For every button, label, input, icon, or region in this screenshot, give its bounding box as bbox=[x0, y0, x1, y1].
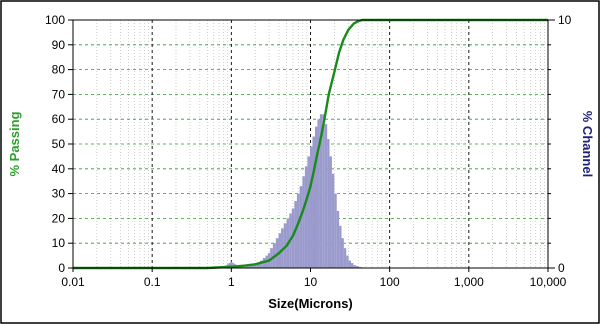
y-left-tick-label: 90 bbox=[52, 38, 66, 52]
y-left-tick-label: 40 bbox=[52, 162, 66, 176]
x-tick-label: 0.01 bbox=[61, 275, 85, 289]
channel-bar bbox=[254, 264, 257, 268]
channel-bar bbox=[246, 266, 249, 268]
channel-bar bbox=[334, 193, 337, 268]
channel-bar bbox=[299, 186, 303, 268]
channel-bar bbox=[339, 225, 342, 268]
channel-bar bbox=[317, 119, 320, 268]
channel-bar bbox=[319, 114, 323, 269]
y-left-tick-label: 100 bbox=[45, 13, 65, 27]
x-tick-label: 0.1 bbox=[144, 275, 161, 289]
grid-layer bbox=[73, 20, 548, 268]
channel-bar bbox=[331, 173, 335, 268]
channel-bar bbox=[358, 266, 361, 268]
ticks-layer: 0.01 0.1 1 10 100 1,000 10,0000102030405060708… bbox=[45, 13, 572, 289]
y-right-tick-label: 0 bbox=[558, 261, 565, 275]
y-axis-right-title: % Channel bbox=[580, 111, 595, 177]
channel-bar bbox=[302, 176, 305, 268]
passing-line bbox=[73, 18, 548, 270]
y-left-tick-label: 50 bbox=[52, 137, 66, 151]
channel-bar bbox=[294, 201, 297, 268]
channel-bar bbox=[228, 263, 231, 268]
channel-bar bbox=[327, 139, 330, 268]
line-layer bbox=[73, 18, 548, 270]
y-left-tick-label: 30 bbox=[52, 187, 66, 201]
x-tick-label: 1 bbox=[228, 275, 235, 289]
channel-bar bbox=[346, 255, 349, 268]
channel-bar bbox=[252, 265, 255, 268]
channel-bar bbox=[322, 114, 325, 269]
x-tick-label: 10,000 bbox=[530, 275, 567, 289]
channel-bar bbox=[259, 260, 263, 268]
x-tick-label: 1,000 bbox=[454, 275, 484, 289]
y-left-tick-label: 20 bbox=[52, 211, 66, 225]
y-right-tick-label: 10 bbox=[558, 13, 572, 27]
channel-bar bbox=[304, 166, 308, 268]
channel-bar bbox=[240, 266, 243, 268]
channel-bar bbox=[230, 261, 233, 268]
x-tick-label: 10 bbox=[304, 275, 318, 289]
channel-bar bbox=[309, 146, 313, 268]
channel-bar bbox=[351, 263, 354, 268]
channel-bar bbox=[250, 265, 253, 268]
y-left-tick-label: 70 bbox=[52, 87, 66, 101]
channel-bar bbox=[296, 193, 300, 268]
channel-bar bbox=[343, 248, 347, 268]
x-tick-label: 100 bbox=[380, 275, 400, 289]
channel-bar bbox=[242, 266, 245, 268]
channel-bar bbox=[244, 266, 247, 268]
channel-bar bbox=[324, 124, 328, 268]
channel-bar bbox=[353, 265, 356, 268]
channel-bar bbox=[248, 266, 251, 268]
y-left-tick-label: 0 bbox=[58, 261, 65, 275]
channel-bar bbox=[312, 136, 315, 268]
y-left-tick-label: 80 bbox=[52, 63, 66, 77]
channel-bar bbox=[307, 156, 310, 268]
y-axis-left-title: % Passing bbox=[7, 111, 22, 176]
channel-bar bbox=[314, 126, 318, 268]
y-left-tick-label: 60 bbox=[52, 112, 66, 126]
channel-bar bbox=[278, 233, 282, 268]
channel-bar bbox=[329, 156, 332, 268]
channel-bar bbox=[348, 260, 352, 268]
channel-bar bbox=[256, 263, 260, 268]
channel-bar bbox=[291, 208, 295, 268]
x-axis-title: Size(Microns) bbox=[268, 296, 353, 311]
channel-bar bbox=[355, 266, 359, 268]
channel-bar bbox=[341, 238, 344, 268]
y-left-tick-label: 10 bbox=[52, 236, 66, 250]
channel-bar bbox=[336, 210, 340, 268]
